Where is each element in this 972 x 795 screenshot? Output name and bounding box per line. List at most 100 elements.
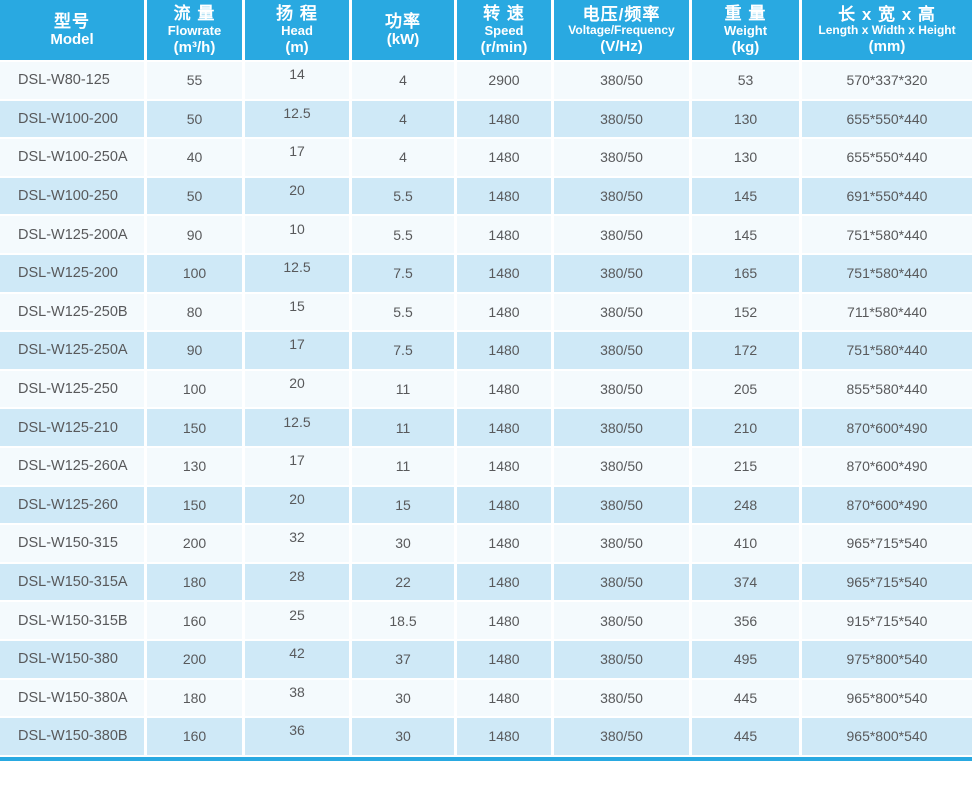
cell-value: 1480 xyxy=(488,265,520,282)
header-label: Weight xyxy=(723,22,768,38)
cell-flowrate: 40 xyxy=(147,139,245,178)
cell-speed: 1480 xyxy=(457,139,554,178)
cell-voltage-frequency: 380/50 xyxy=(554,293,692,333)
cell-value: 380/50 xyxy=(600,419,643,436)
cell-value: 380/50 xyxy=(600,728,643,745)
cell-voltage-frequency: 380/50 xyxy=(554,216,692,255)
cell-value: DSL-W150-380B xyxy=(18,728,128,745)
header-label: (kW) xyxy=(386,31,420,49)
cell-value: 380/50 xyxy=(600,535,643,552)
cell-value: 1480 xyxy=(488,574,520,591)
cell-value: 711*580*440 xyxy=(847,303,927,320)
cell-voltage-frequency: 380/50 xyxy=(554,679,692,719)
header-label: 长 x 宽 x 高 xyxy=(838,4,936,24)
cell-voltage-frequency: 380/50 xyxy=(554,563,692,603)
cell-value: 11 xyxy=(395,458,411,475)
cell-weight: 145 xyxy=(692,177,802,217)
header-label: Flowrate xyxy=(167,22,222,38)
cell-power: 11 xyxy=(352,447,457,487)
cell-value: 1480 xyxy=(488,689,520,706)
cell-speed: 1480 xyxy=(457,718,554,757)
column-header-speed: 转 速 Speed (r/min) xyxy=(457,0,554,62)
cell-value: 691*550*440 xyxy=(846,188,928,205)
cell-flowrate: 50 xyxy=(147,177,245,217)
cell-value: 90 xyxy=(186,226,203,243)
cell-model: DSL-W125-200 xyxy=(0,254,147,294)
column-header-power: 功率 (kW) xyxy=(352,0,457,62)
cell-value: 248 xyxy=(733,496,758,513)
cell-power: 11 xyxy=(352,370,457,410)
cell-value: 380/50 xyxy=(600,651,643,668)
cell-voltage-frequency: 380/50 xyxy=(554,370,692,410)
cell-value: 380/50 xyxy=(600,303,643,320)
cell-head: 17 xyxy=(245,139,352,178)
cell-value: 1480 xyxy=(488,496,520,513)
cell-model: DSL-W125-250 xyxy=(0,370,147,410)
cell-voltage-frequency: 380/50 xyxy=(554,62,692,101)
cell-value: 380/50 xyxy=(600,458,643,475)
cell-value: DSL-W125-200 xyxy=(18,265,118,282)
cell-voltage-frequency: 380/50 xyxy=(554,100,692,140)
cell-dimensions: 965*800*540 xyxy=(802,718,972,757)
header-label: (r/min) xyxy=(480,38,528,56)
cell-value: 1480 xyxy=(488,188,520,205)
cell-model: DSL-W100-200 xyxy=(0,100,147,140)
table-head: 型号 Model 流 量 Flowrate (m³/h) 扬 程 Head (m) 功率 (kW)… xyxy=(0,0,972,62)
cell-value: 210 xyxy=(733,419,758,436)
cell-value: 1480 xyxy=(488,342,520,359)
cell-voltage-frequency: 380/50 xyxy=(554,332,692,371)
cell-flowrate: 90 xyxy=(147,216,245,255)
cell-flowrate: 180 xyxy=(147,679,245,719)
pump-spec-table: 型号 Model 流 量 Flowrate (m³/h) 扬 程 Head (m) 功率 (kW)… xyxy=(0,0,972,757)
cell-flowrate: 80 xyxy=(147,293,245,333)
cell-value: 655*550*440 xyxy=(846,149,928,166)
cell-power: 7.5 xyxy=(352,332,457,371)
cell-flowrate: 200 xyxy=(147,640,245,680)
cell-weight: 445 xyxy=(692,718,802,757)
cell-weight: 145 xyxy=(692,216,802,255)
cell-flowrate: 100 xyxy=(147,370,245,410)
cell-value: 380/50 xyxy=(600,342,643,359)
cell-value: 870*600*490 xyxy=(846,419,928,436)
cell-weight: 374 xyxy=(692,563,802,603)
cell-value: 150 xyxy=(182,496,207,513)
header-label: (kg) xyxy=(731,38,760,56)
cell-model: DSL-W150-380B xyxy=(0,718,147,757)
cell-value: 160 xyxy=(182,728,207,745)
cell-flowrate: 160 xyxy=(147,602,245,641)
cell-value: 965*715*540 xyxy=(846,535,928,552)
cell-flowrate: 200 xyxy=(147,525,245,564)
cell-voltage-frequency: 380/50 xyxy=(554,486,692,526)
cell-dimensions: 965*715*540 xyxy=(802,525,972,564)
cell-value: 1480 xyxy=(488,226,520,243)
table-row: DSL-W150-380A 180 38 30 1480 380/50 445 965*800… xyxy=(0,679,972,719)
cell-value: 12.5 xyxy=(283,259,311,276)
column-header-voltage-frequency: 电压/频率 Voltage/Frequency (V/Hz) xyxy=(554,0,692,62)
table-row: DSL-W80-125 55 14 4 2900 380/50 53 570*337*320 xyxy=(0,62,972,101)
cell-value: 145 xyxy=(733,188,758,205)
cell-value: 11 xyxy=(395,381,411,398)
cell-dimensions: 751*580*440 xyxy=(802,216,972,255)
cell-model: DSL-W100-250 xyxy=(0,177,147,217)
cell-head: 12.5 xyxy=(245,254,352,294)
cell-value: 55 xyxy=(186,72,203,89)
cell-weight: 172 xyxy=(692,332,802,371)
cell-value: 18.5 xyxy=(389,612,417,629)
cell-model: DSL-W125-200A xyxy=(0,216,147,255)
cell-value: 100 xyxy=(182,381,207,398)
cell-value: 200 xyxy=(182,651,207,668)
cell-weight: 130 xyxy=(692,100,802,140)
cell-value: 50 xyxy=(186,188,203,205)
cell-dimensions: 870*600*490 xyxy=(802,486,972,526)
cell-value: 380/50 xyxy=(600,381,643,398)
cell-value: 380/50 xyxy=(600,188,643,205)
cell-dimensions: 855*580*440 xyxy=(802,370,972,410)
cell-value: 100 xyxy=(182,265,207,282)
cell-dimensions: 915*715*540 xyxy=(802,602,972,641)
cell-value: 7.5 xyxy=(393,265,413,282)
cell-head: 17 xyxy=(245,332,352,371)
cell-voltage-frequency: 380/50 xyxy=(554,409,692,448)
column-header-head: 扬 程 Head (m) xyxy=(245,0,352,62)
cell-dimensions: 711*580*440 xyxy=(802,293,972,333)
cell-value: 17 xyxy=(289,143,305,160)
